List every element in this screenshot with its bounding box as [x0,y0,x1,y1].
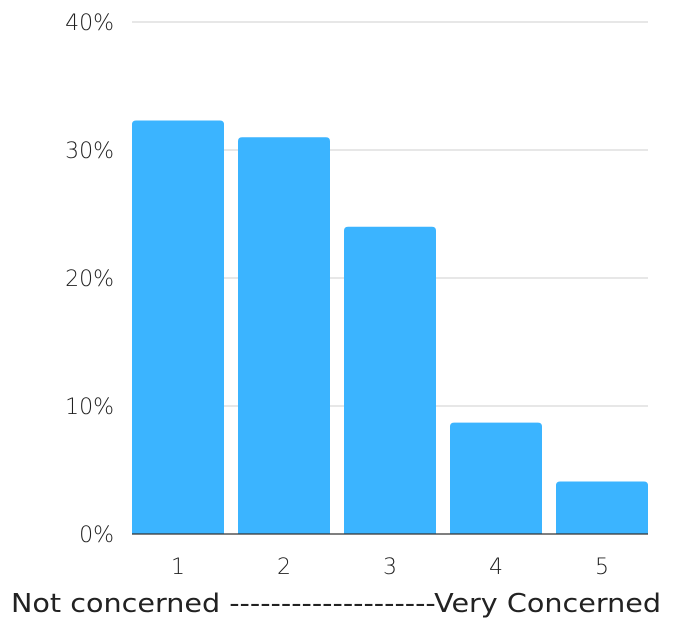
bar-2 [238,137,330,534]
x-tick-label: 4 [489,555,503,580]
y-axis-tick-labels: 0% 10% 20% 30% 40% [65,11,114,548]
bar-4 [450,422,542,534]
y-tick-label: 10% [65,395,114,420]
y-tick-label: 20% [65,267,114,292]
bar-3 [344,226,436,535]
bar-5 [556,481,648,534]
bar-1 [132,120,224,534]
y-tick-label: 30% [65,139,114,164]
x-tick-label: 3 [383,555,397,580]
bars [132,120,648,535]
y-tick-label: 40% [65,11,114,36]
y-tick-label: 0% [79,523,114,548]
x-axis-tick-labels: 1 2 3 4 5 [171,555,609,580]
x-tick-label: 2 [277,555,291,580]
x-tick-label: 1 [171,555,185,580]
x-axis-title: Not concerned --------------------Very C… [11,589,661,619]
x-tick-label: 5 [595,555,609,580]
